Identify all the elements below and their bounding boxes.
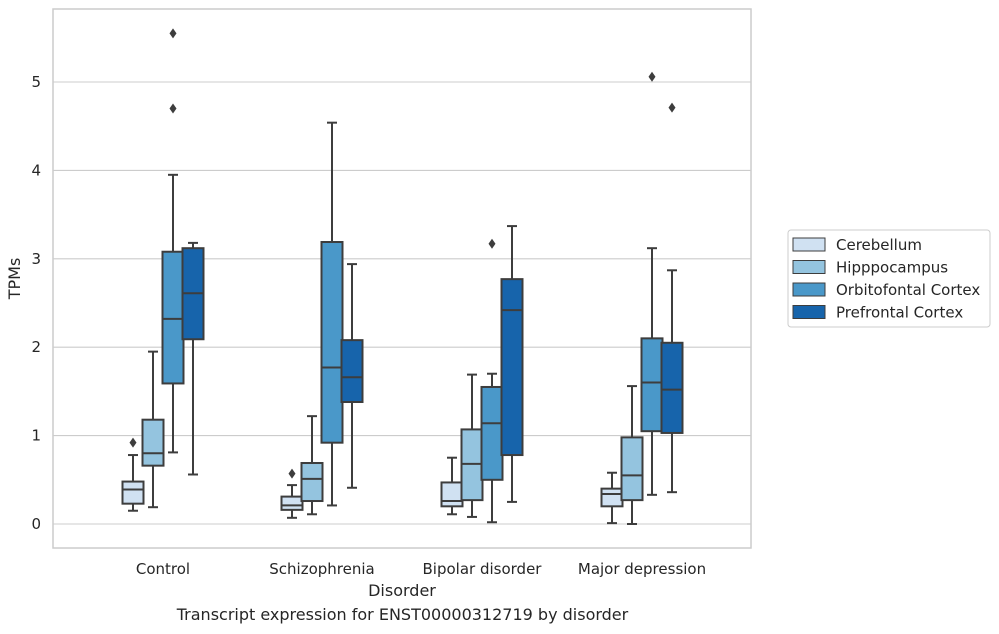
- box-2-2: [480, 385, 504, 481]
- box-3-3: [660, 341, 684, 434]
- box-1-0: [141, 418, 165, 467]
- outlier-point: [169, 103, 177, 114]
- legend-swatch: [792, 260, 826, 274]
- box-0-0: [121, 480, 145, 505]
- outlier-point: [668, 102, 676, 113]
- outlier-point: [129, 437, 137, 448]
- legend-swatch: [792, 282, 826, 297]
- y-tick-label: 4: [31, 161, 41, 179]
- legend: [787, 229, 991, 328]
- box-3-2: [500, 278, 524, 457]
- legend-label: Cerebellum: [836, 236, 922, 254]
- legend-label: Prefrontal Cortex: [836, 304, 963, 322]
- outlier-point: [169, 28, 177, 39]
- legend-label: Hipppocampus: [836, 259, 948, 277]
- box-2-1: [320, 241, 344, 444]
- y-tick-label: 3: [31, 250, 41, 268]
- x-tick-label: Schizophrenia: [269, 560, 374, 578]
- box-1-3: [620, 436, 644, 502]
- y-tick-label: 1: [31, 427, 41, 445]
- y-tick-label: 5: [31, 73, 41, 91]
- box-0-3: [600, 487, 624, 508]
- legend-label: Orbitofontal Cortex: [836, 281, 980, 299]
- legend-swatch: [792, 305, 826, 319]
- x-tick-label: Major depression: [578, 560, 706, 578]
- y-tick-label: 0: [31, 515, 41, 533]
- y-axis-label: TPMs: [5, 258, 24, 301]
- plot-area: [53, 9, 751, 548]
- outlier-point: [648, 71, 656, 82]
- legend-swatch: [792, 237, 826, 252]
- y-tick-label: 2: [31, 338, 41, 356]
- box-1-1: [300, 462, 324, 503]
- box-2-0: [161, 250, 185, 385]
- box-3-1: [340, 339, 364, 404]
- box-2-3: [640, 337, 664, 433]
- chart-caption: Transcript expression for ENST0000031271…: [176, 605, 629, 624]
- x-axis-label: Disorder: [368, 581, 436, 600]
- x-tick-label: Bipolar disorder: [423, 560, 543, 578]
- plot-frame: [52, 8, 752, 549]
- outlier-point: [488, 238, 496, 249]
- box-0-1: [280, 495, 304, 511]
- outlier-point: [288, 468, 296, 479]
- box-0-2: [440, 481, 464, 508]
- x-tick-label: Control: [136, 560, 190, 578]
